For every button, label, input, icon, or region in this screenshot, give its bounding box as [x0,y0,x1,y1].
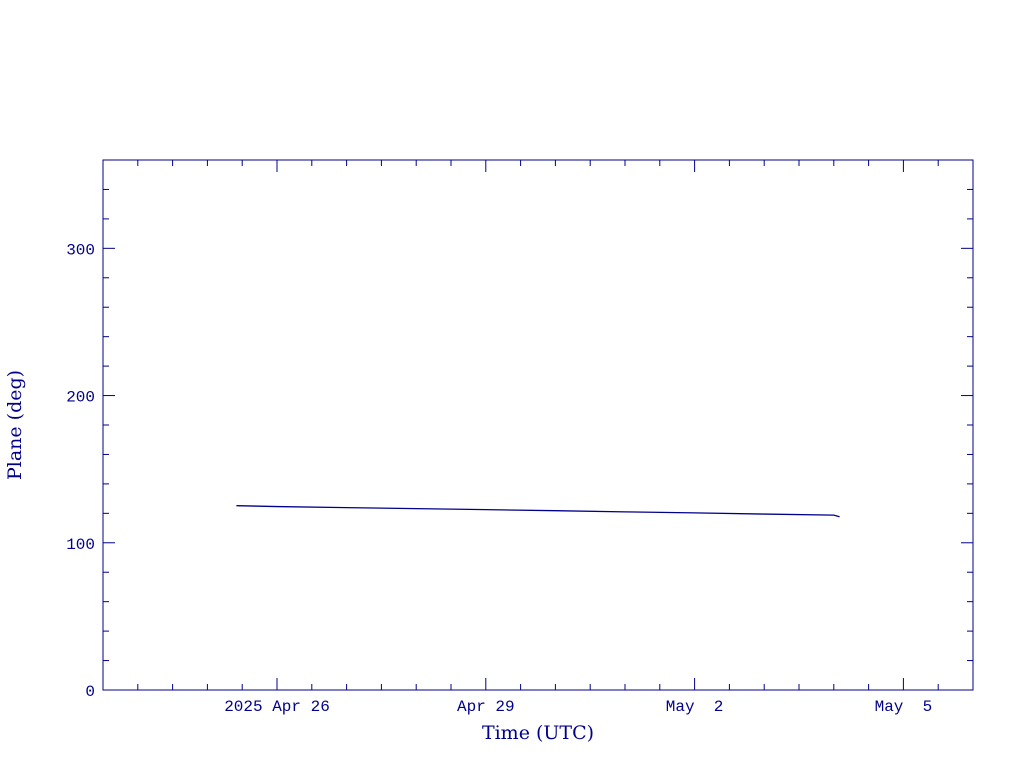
x-tick-label: 2025 Apr 26 [224,698,330,716]
y-axis-label: Plane (deg) [4,370,26,480]
x-tick-label: May 2 [666,698,724,716]
y-tick-label: 200 [66,389,95,407]
x-tick-label: May 5 [875,698,933,716]
y-tick-label: 0 [85,683,95,701]
data-line [236,505,840,518]
plot-frame [102,159,974,691]
x-tick-label: Apr 29 [457,698,515,716]
y-tick-label: 300 [66,241,95,259]
y-tick-label: 100 [66,536,95,554]
x-axis-label: Time (UTC) [482,722,594,744]
